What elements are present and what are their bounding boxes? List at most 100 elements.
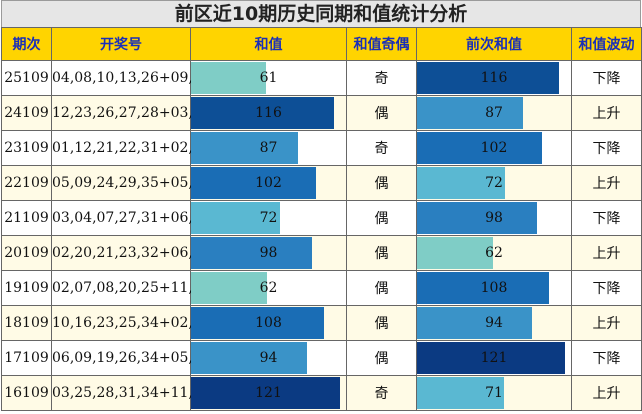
prev-sum-bar (417, 132, 542, 164)
stats-table: 期次 开奖号 和值 和值奇偶 前次和值 和值波动 25109 04,08,10,1… (1, 27, 642, 411)
page-title: 前区近10期历史同期和值统计分析 (1, 0, 641, 27)
prev-sum-value: 98 (485, 210, 503, 226)
table-row: 21109 03,04,07,27,31+06,09 72 偶 98 下降 (1, 200, 642, 236)
numbers-cell: 03,04,07,27,31+06,09 (51, 200, 211, 236)
sum-cell: 72 (190, 200, 347, 236)
table-row: 23109 01,12,21,22,31+02,09 87 奇 102 下降 (1, 130, 642, 166)
sum-cell: 102 (190, 165, 347, 201)
sum-value: 61 (259, 70, 278, 86)
header-row: 期次 开奖号 和值 和值奇偶 前次和值 和值波动 (1, 27, 642, 61)
period-cell: 23109 (1, 130, 52, 166)
sum-cell: 108 (190, 305, 347, 341)
numbers-cell: 12,23,26,27,28+03,11 (51, 95, 211, 131)
prev-sum-cell: 94 (416, 305, 572, 341)
prev-sum-cell: 71 (416, 375, 572, 411)
sum-bar (191, 272, 268, 304)
sum-cell: 121 (190, 375, 347, 411)
sum-cell: 61 (190, 60, 347, 96)
table-row: 22109 05,09,24,29,35+05,12 102 偶 72 上升 (1, 165, 642, 201)
sum-value: 98 (259, 245, 278, 261)
table-row: 18109 10,16,23,25,34+02,05 108 偶 94 上升 (1, 305, 642, 341)
prev-sum-cell: 72 (416, 165, 572, 201)
sum-cell: 94 (190, 340, 347, 376)
prev-sum-value: 72 (485, 175, 503, 191)
header-sum: 和值 (190, 27, 347, 61)
numbers-cell: 03,25,28,31,34+11,12 (51, 375, 211, 411)
trend-cell: 上升 (571, 235, 642, 271)
sum-cell: 98 (190, 235, 347, 271)
sum-bar (191, 97, 334, 129)
prev-sum-bar (417, 307, 532, 339)
parity-cell: 偶 (346, 95, 417, 131)
header-trend: 和值波动 (571, 27, 642, 61)
trend-cell: 上升 (571, 165, 642, 201)
period-cell: 25109 (1, 60, 52, 96)
parity-cell: 偶 (346, 270, 417, 306)
sum-value: 121 (255, 385, 282, 401)
sum-value: 94 (259, 350, 278, 366)
period-cell: 18109 (1, 305, 52, 341)
trend-cell: 下降 (571, 270, 642, 306)
period-cell: 20109 (1, 235, 52, 271)
sum-value: 72 (259, 210, 278, 226)
prev-sum-value: 116 (480, 70, 508, 86)
prev-sum-cell: 116 (416, 60, 572, 96)
prev-sum-cell: 121 (416, 340, 572, 376)
parity-cell: 奇 (346, 375, 417, 411)
prev-sum-value: 71 (485, 385, 503, 401)
prev-sum-cell: 62 (416, 235, 572, 271)
sum-bar (191, 307, 324, 339)
sum-bar (191, 202, 280, 234)
parity-cell: 偶 (346, 200, 417, 236)
sum-value: 102 (255, 175, 282, 191)
sum-bar (191, 167, 317, 199)
sum-bar (191, 132, 299, 164)
period-cell: 21109 (1, 200, 52, 236)
period-cell: 17109 (1, 340, 52, 376)
trend-cell: 下降 (571, 130, 642, 166)
header-period: 期次 (1, 27, 52, 61)
prev-sum-value: 87 (485, 105, 503, 121)
period-cell: 22109 (1, 165, 52, 201)
prev-sum-bar (417, 237, 493, 269)
trend-cell: 上升 (571, 375, 642, 411)
sum-cell: 87 (190, 130, 347, 166)
table-row: 24109 12,23,26,27,28+03,11 116 偶 87 上升 (1, 95, 642, 131)
trend-cell: 下降 (571, 200, 642, 236)
trend-cell: 下降 (571, 340, 642, 376)
parity-cell: 偶 (346, 235, 417, 271)
header-prev-sum: 前次和值 (416, 27, 572, 61)
prev-sum-bar (417, 62, 559, 94)
period-cell: 19109 (1, 270, 52, 306)
trend-cell: 上升 (571, 305, 642, 341)
prev-sum-bar (417, 272, 549, 304)
prev-sum-value: 108 (480, 280, 508, 296)
sum-value: 62 (259, 280, 278, 296)
prev-sum-value: 94 (485, 315, 503, 331)
period-cell: 24109 (1, 95, 52, 131)
table-row: 16109 03,25,28,31,34+11,12 121 奇 71 上升 (1, 375, 642, 411)
sum-value: 116 (255, 105, 282, 121)
numbers-cell: 06,09,19,26,34+05,07 (51, 340, 211, 376)
numbers-cell: 02,07,08,20,25+11,12 (51, 270, 211, 306)
parity-cell: 奇 (346, 60, 417, 96)
sum-bar (191, 237, 312, 269)
numbers-cell: 01,12,21,22,31+02,09 (51, 130, 211, 166)
period-cell: 16109 (1, 375, 52, 411)
prev-sum-cell: 102 (416, 130, 572, 166)
prev-sum-value: 102 (480, 140, 508, 156)
parity-cell: 偶 (346, 305, 417, 341)
parity-cell: 奇 (346, 130, 417, 166)
trend-cell: 下降 (571, 60, 642, 96)
table-row: 17109 06,09,19,26,34+05,07 94 偶 121 下降 (1, 340, 642, 376)
header-parity: 和值奇偶 (346, 27, 417, 61)
numbers-cell: 02,20,21,23,32+06,12 (51, 235, 211, 271)
sum-value: 108 (255, 315, 282, 331)
prev-sum-bar (417, 342, 565, 374)
prev-sum-bar (417, 167, 505, 199)
prev-sum-bar (417, 97, 524, 129)
header-numbers: 开奖号 (51, 27, 191, 61)
sum-bar (191, 377, 340, 409)
prev-sum-value: 62 (485, 245, 503, 261)
